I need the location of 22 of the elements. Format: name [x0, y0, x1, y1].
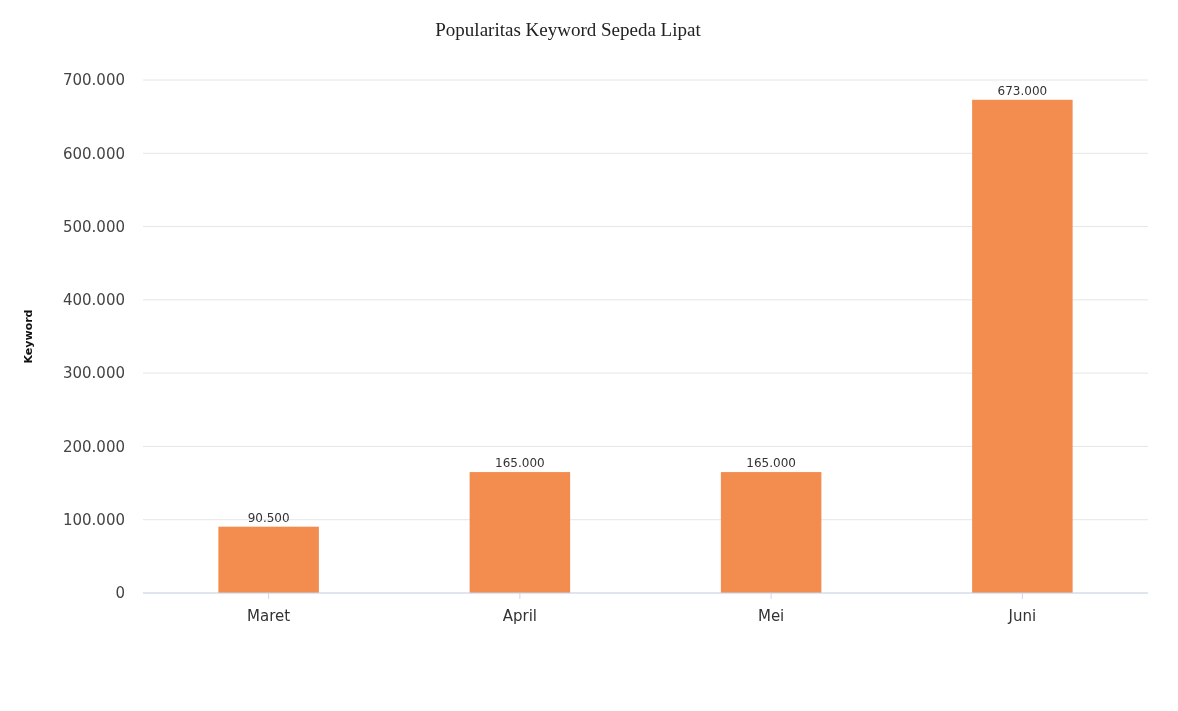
y-tick-label: 100.000	[62, 510, 125, 529]
x-tick-label: April	[502, 607, 538, 625]
data-label: 165.000	[746, 456, 796, 471]
y-tick-label: 700.000	[62, 71, 125, 90]
x-tick-label: Mei	[757, 607, 785, 625]
bar	[972, 99, 1073, 593]
y-tick-label: 0	[115, 584, 125, 603]
x-tick-label: Maret	[247, 607, 291, 625]
data-label: 165.000	[495, 456, 545, 471]
data-label: 673.000	[997, 83, 1048, 98]
y-axis-title: Keyword	[22, 309, 35, 364]
y-tick-label: 400.000	[62, 291, 125, 310]
data-label: 90.500	[247, 510, 290, 525]
x-tick-label: Juni	[1007, 607, 1037, 625]
bar	[720, 472, 822, 593]
bar	[218, 526, 319, 593]
y-tick-label: 300.000	[62, 364, 125, 383]
y-tick-label: 500.000	[62, 217, 125, 236]
chart-title: Popularitas Keyword Sepeda Lipat	[435, 19, 702, 40]
y-tick-label: 600.000	[62, 144, 125, 163]
y-tick-label: 200.000	[62, 437, 125, 456]
bar	[469, 472, 571, 593]
